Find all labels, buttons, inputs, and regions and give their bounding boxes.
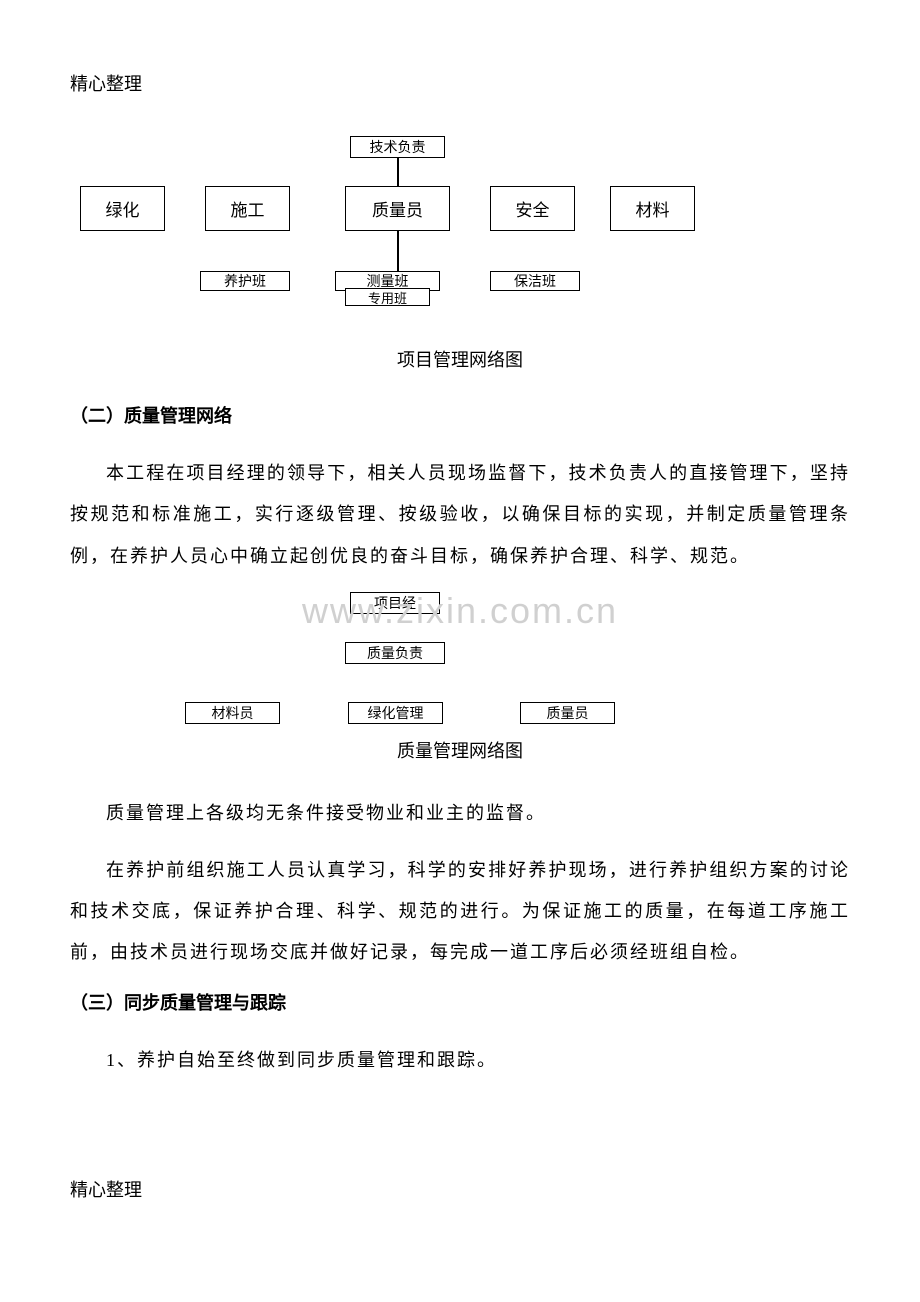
diagram2-bottom-box-2: 质量员 xyxy=(520,702,615,724)
diagram1-bottom-box-2: 保洁班 xyxy=(490,271,580,291)
diagram1-row-box-2: 质量员 xyxy=(345,186,450,231)
diagram2-bottom-box-0: 材料员 xyxy=(185,702,280,724)
diagram1-caption: 项目管理网络图 xyxy=(70,346,850,372)
header-text: 精心整理 xyxy=(70,70,850,96)
diagram2-mid-box: 质量负责 xyxy=(345,642,445,664)
diagram1-row-box-3: 安全 xyxy=(490,186,575,231)
diagram1-row-box-4: 材料 xyxy=(610,186,695,231)
section3-item1: 1、养护自始至终做到同步质量管理和跟踪。 xyxy=(70,1040,850,1081)
project-management-diagram: 技术负责 绿化 施工 质量员 安全 材料 养护班 测量班 保洁班 专用班 xyxy=(70,136,850,336)
diagram1-extra-box: 专用班 xyxy=(345,288,430,306)
diagram2-top-box: 项目经 xyxy=(350,592,440,614)
diagram2-bottom-box-1: 绿化管理 xyxy=(348,702,443,724)
section2-heading: （二）质量管理网络 xyxy=(70,402,850,428)
quality-management-diagram: 项目经 质量负责 材料员 绿化管理 质量员 xyxy=(70,592,850,752)
diagram1-row-box-1: 施工 xyxy=(205,186,290,231)
diagram1-top-box: 技术负责 xyxy=(350,136,445,158)
footer-text: 精心整理 xyxy=(70,1176,142,1202)
after-diagram2-para1: 质量管理上各级均无条件接受物业和业主的监督。 xyxy=(70,793,850,834)
after-diagram2-para2: 在养护前组织施工人员认真学习，科学的安排好养护现场，进行养护组织方案的讨论和技术… xyxy=(70,850,850,974)
diagram1-row-box-0: 绿化 xyxy=(80,186,165,231)
diagram1-bottom-box-0: 养护班 xyxy=(200,271,290,291)
section3-heading: （三）同步质量管理与跟踪 xyxy=(70,989,850,1015)
section2-paragraph: 本工程在项目经理的领导下，相关人员现场监督下，技术负责人的直接管理下，坚持按规范… xyxy=(70,453,850,577)
